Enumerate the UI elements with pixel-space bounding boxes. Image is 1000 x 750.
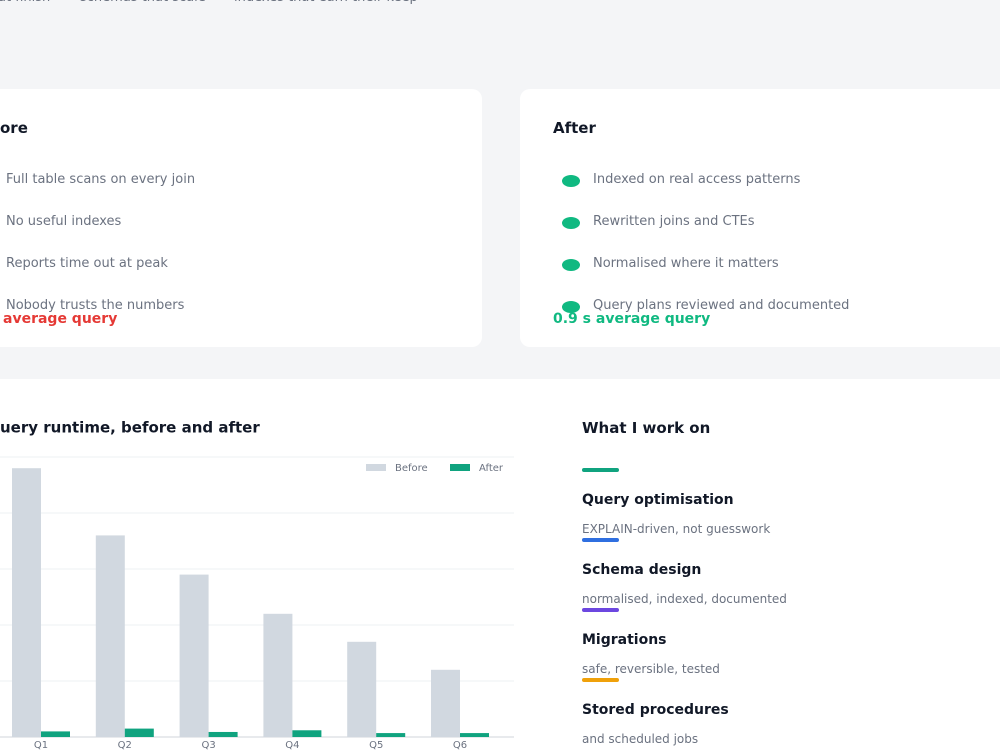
bar (292, 730, 322, 737)
bullet (562, 259, 580, 271)
accent-bar (582, 678, 619, 682)
bar (95, 535, 125, 737)
card-footer: 0.9 s average query (553, 311, 711, 327)
bar (12, 468, 41, 737)
work-detail: normalised, indexed, documented (582, 592, 787, 606)
x-tick-label: Q2 (118, 740, 132, 750)
bullet (562, 301, 580, 313)
hero-tag: schemas that scale (80, 0, 206, 5)
hero-tag: at finish (0, 0, 50, 5)
bar (179, 574, 209, 737)
work-name: Migrations (582, 632, 667, 648)
work-detail: safe, reversible, tested (582, 662, 720, 676)
card-item: Normalised where it matters (593, 256, 779, 271)
card-item: Query plans reviewed and documented (593, 298, 850, 313)
legend-swatch (366, 464, 386, 471)
bar (376, 733, 406, 737)
card-item: Indexed on real access patterns (593, 172, 801, 187)
bullet (562, 175, 580, 187)
x-tick-label: Q4 (285, 740, 299, 750)
bar (460, 733, 489, 737)
lower-section (0, 379, 1000, 750)
x-tick-label: Q3 (201, 740, 215, 750)
card-title: ore (0, 119, 28, 137)
x-tick-label: Q5 (369, 740, 383, 750)
chart: uery runtime, before and after Q1 Q2 Q3 Q4 Q5… (0, 419, 514, 750)
bar (431, 669, 460, 737)
card-title: After (553, 119, 596, 137)
bar (41, 731, 70, 737)
section-title: What I work on (582, 419, 711, 437)
work-name: Stored procedures (582, 702, 729, 718)
chart-title: uery runtime, before and after (0, 419, 260, 437)
bar (208, 731, 238, 737)
bullet (562, 217, 580, 229)
card-item: Rewritten joins and CTEs (593, 214, 755, 229)
accent-bar (582, 608, 619, 612)
card-item: No useful indexes (6, 214, 122, 229)
hero-tag: indexes that earn their keep (234, 0, 418, 5)
before-card (0, 89, 482, 347)
work-detail: and scheduled jobs (582, 732, 699, 746)
card-footer: average query (3, 311, 118, 327)
after-card (520, 89, 1000, 347)
x-tick-label: Q1 (34, 740, 48, 750)
bar (124, 728, 154, 737)
legend-label: Before (395, 463, 428, 474)
bar (263, 613, 293, 737)
x-tick-label: Q6 (453, 740, 467, 750)
accent-bar (582, 468, 619, 472)
bar (347, 641, 377, 737)
card-item: Nobody trusts the numbers (6, 298, 185, 313)
card-item: Full table scans on every join (6, 172, 196, 187)
card-item: Reports time out at peak (6, 256, 168, 271)
work-name: Schema design (582, 562, 702, 578)
work-name: Query optimisation (582, 492, 734, 508)
accent-bar (582, 538, 619, 542)
legend-label: After (479, 463, 504, 474)
legend-swatch (450, 464, 470, 471)
work-detail: EXPLAIN-driven, not guesswork (582, 522, 771, 536)
